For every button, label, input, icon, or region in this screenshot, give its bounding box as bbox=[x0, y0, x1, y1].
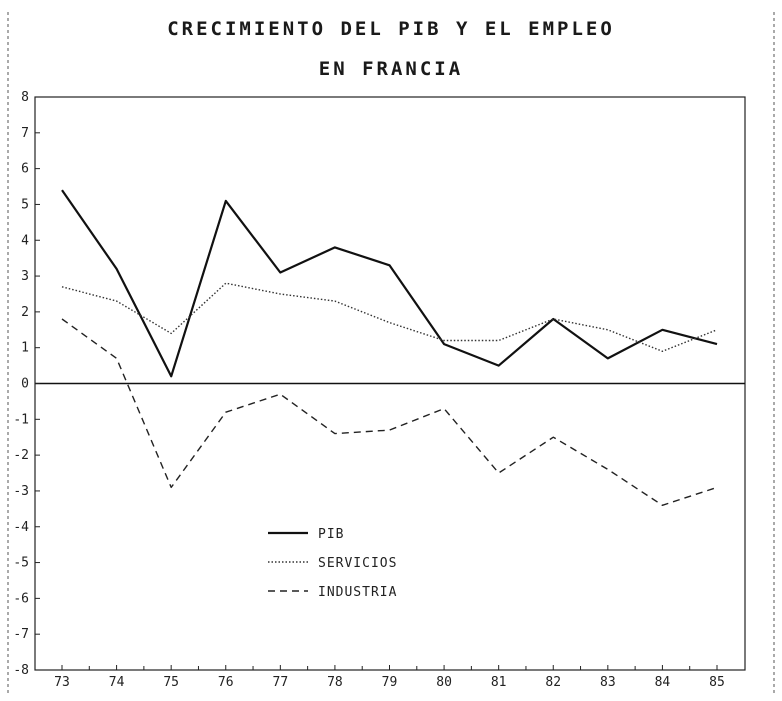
y-tick-label: 5 bbox=[21, 197, 29, 212]
x-tick-label: 82 bbox=[545, 675, 561, 690]
y-tick-label: -2 bbox=[13, 448, 29, 463]
x-tick-label: 75 bbox=[163, 675, 179, 690]
y-tick-label: -1 bbox=[13, 412, 29, 427]
x-tick-label: 81 bbox=[491, 675, 507, 690]
x-tick-label: 73 bbox=[54, 675, 70, 690]
x-tick-label: 74 bbox=[109, 675, 125, 690]
x-tick-label: 80 bbox=[436, 675, 452, 690]
y-tick-label: -8 bbox=[13, 663, 29, 678]
y-tick-label: 7 bbox=[21, 126, 29, 141]
series-line-pib bbox=[61, 189, 718, 378]
y-tick-label: 3 bbox=[21, 269, 29, 284]
y-tick-label: 1 bbox=[21, 341, 29, 356]
series-line-industria bbox=[61, 318, 718, 506]
y-tick-label: 2 bbox=[21, 305, 29, 320]
y-tick-label: 8 bbox=[21, 90, 29, 105]
y-tick-label: 6 bbox=[21, 162, 29, 177]
y-tick-label: -3 bbox=[13, 484, 29, 499]
x-tick-label: 77 bbox=[273, 675, 289, 690]
y-tick-label: 4 bbox=[21, 233, 29, 248]
y-tick-label: -4 bbox=[13, 520, 29, 535]
legend-label-industria: INDUSTRIA bbox=[318, 585, 397, 600]
y-tick-label: -6 bbox=[13, 591, 29, 606]
legend-label-pib: PIB bbox=[318, 527, 344, 542]
x-tick-label: 84 bbox=[655, 675, 671, 690]
x-tick-label: 85 bbox=[709, 675, 725, 690]
x-tick-label: 78 bbox=[327, 675, 343, 690]
y-tick-label: -7 bbox=[13, 627, 29, 642]
x-tick-label: 83 bbox=[600, 675, 616, 690]
chart-title: CRECIMIENTO DEL PIB Y EL EMPLEO bbox=[167, 18, 615, 40]
y-tick-label: -5 bbox=[13, 556, 29, 571]
y-tick-label: 0 bbox=[21, 377, 29, 392]
x-tick-label: 79 bbox=[382, 675, 398, 690]
x-tick-label: 76 bbox=[218, 675, 234, 690]
series-line-servicios bbox=[61, 282, 718, 352]
chart-subtitle: EN FRANCIA bbox=[318, 58, 464, 80]
legend-label-servicios: SERVICIOS bbox=[318, 556, 397, 571]
